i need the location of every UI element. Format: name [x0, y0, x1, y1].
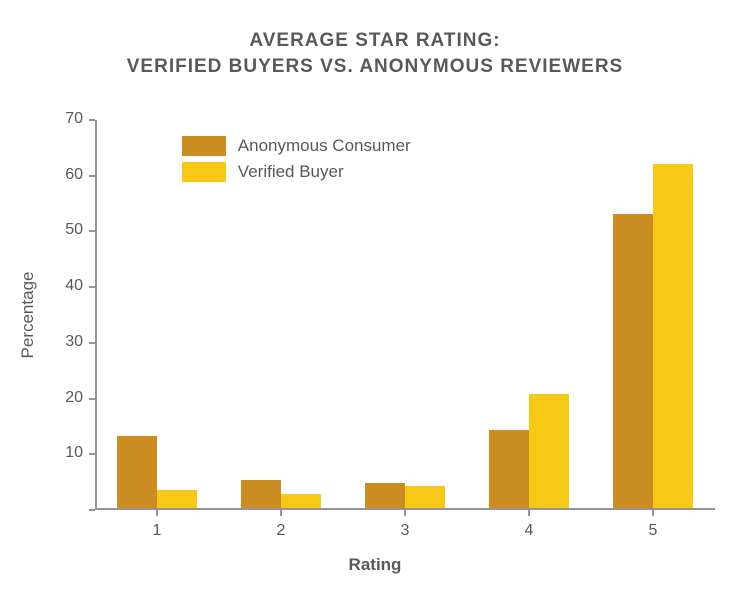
legend: Anonymous Consumer Verified Buyer	[182, 136, 411, 188]
y-tick-label: 60	[65, 166, 83, 184]
x-tick-label: 1	[147, 522, 167, 540]
y-tick	[89, 453, 95, 455]
x-tick-label: 2	[271, 522, 291, 540]
y-tick	[89, 509, 95, 511]
x-tick	[156, 510, 158, 516]
y-tick	[89, 342, 95, 344]
chart-title-line2: VERIFIED BUYERS VS. ANONYMOUS REVIEWERS	[0, 54, 750, 80]
x-tick	[280, 510, 282, 516]
y-tick-label: 30	[65, 333, 83, 351]
x-tick	[652, 510, 654, 516]
y-tick-label: 40	[65, 277, 83, 295]
y-tick	[89, 230, 95, 232]
chart-title-line1: AVERAGE STAR RATING:	[0, 28, 750, 54]
bar-chart: 1020304050607012345Anonymous ConsumerVer…	[95, 120, 715, 510]
legend-swatch	[182, 162, 226, 182]
x-axis-label: Rating	[0, 555, 750, 575]
legend-label: Verified Buyer	[238, 162, 344, 182]
y-axis-label: Percentage	[0, 120, 71, 510]
chart-title: AVERAGE STAR RATING: VERIFIED BUYERS VS.…	[0, 0, 750, 79]
bar	[613, 214, 653, 508]
y-axis-line	[95, 120, 97, 510]
x-tick	[528, 510, 530, 516]
x-tick-label: 3	[395, 522, 415, 540]
legend-item: Anonymous Consumer	[182, 136, 411, 156]
y-tick	[89, 119, 95, 121]
bar	[653, 164, 693, 508]
y-tick-label: 10	[65, 444, 83, 462]
y-tick-label: 70	[65, 110, 83, 128]
y-tick	[89, 286, 95, 288]
bar	[117, 436, 157, 508]
bar	[281, 494, 321, 508]
y-tick	[89, 175, 95, 177]
y-tick-label: 20	[65, 389, 83, 407]
bar	[489, 430, 529, 508]
y-tick-label: 50	[65, 221, 83, 239]
bar	[405, 486, 445, 508]
x-tick	[404, 510, 406, 516]
x-tick-label: 4	[519, 522, 539, 540]
legend-item: Verified Buyer	[182, 162, 411, 182]
y-tick	[89, 398, 95, 400]
legend-label: Anonymous Consumer	[238, 136, 411, 156]
bar	[241, 480, 281, 508]
x-tick-label: 5	[643, 522, 663, 540]
bar	[529, 394, 569, 508]
bar	[157, 490, 197, 508]
bar	[365, 483, 405, 508]
legend-swatch	[182, 136, 226, 156]
